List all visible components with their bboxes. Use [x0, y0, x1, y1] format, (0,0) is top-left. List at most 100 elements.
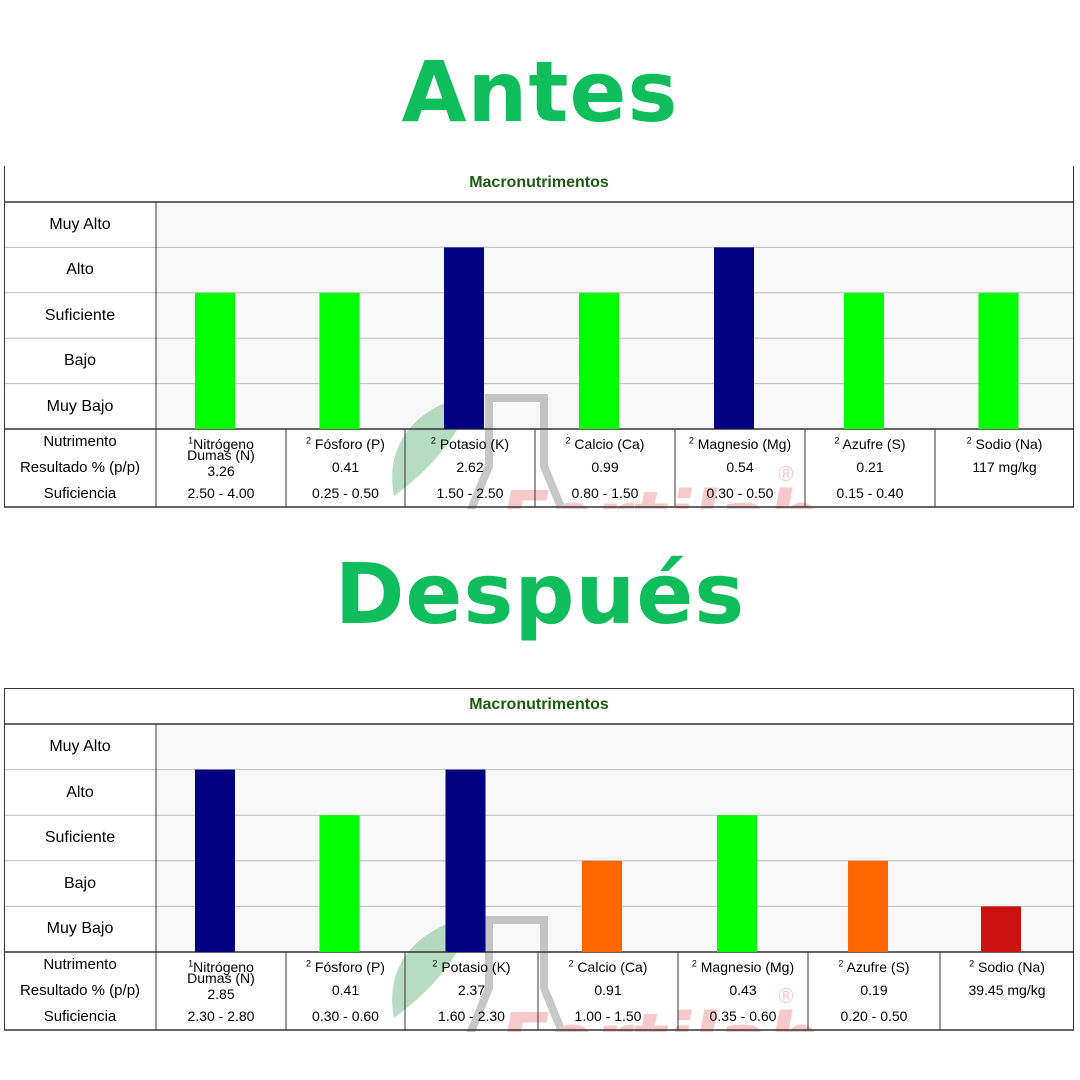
- nutrient-name-cell: 2 Fósforo (P): [286, 955, 405, 975]
- bar-6: [844, 292, 884, 429]
- sufficiency-range: 0.30 - 0.50: [706, 485, 774, 501]
- footnote-marker: 2: [568, 958, 574, 968]
- nutrient-name: Magnesio (Mg): [696, 958, 795, 975]
- result-value: 0.41: [331, 982, 360, 998]
- bar-4: [582, 860, 622, 952]
- bar-chart-antes: Fertilab®: [4, 166, 1074, 509]
- nutrient-name-cell: 1Nitrógeno: [156, 432, 286, 452]
- footnote-marker: 2: [969, 958, 975, 968]
- nutrient-name-cell: 1Nitrógeno: [156, 955, 286, 975]
- heading-antes: Antes: [401, 43, 679, 141]
- sufficiency-range: 1.60 - 2.30: [438, 1008, 505, 1024]
- result-value: 0.19: [860, 982, 888, 998]
- sufficiency-range: 2.30 - 2.80: [187, 1008, 255, 1024]
- footnote-marker: 2: [834, 435, 840, 445]
- bar-7: [978, 292, 1019, 429]
- bar-7: [981, 906, 1021, 952]
- nutrient-name: Azufre (S): [843, 958, 910, 975]
- registered-icon: ®: [776, 462, 796, 486]
- row-label-sufficiency: Suficiencia: [43, 1008, 117, 1025]
- bar-1: [195, 292, 235, 429]
- bar-3: [445, 769, 486, 952]
- sufficiency-range: 0.15 - 0.40: [836, 485, 904, 501]
- nutrient-name-cell: 2 Calcio (Ca): [538, 955, 678, 975]
- footnote-marker: 1: [188, 435, 194, 445]
- row-label-result: Resultado % (p/p): [19, 982, 141, 999]
- registered-icon: ®: [776, 984, 796, 1008]
- nutrient-name: Calcio (Ca): [570, 435, 645, 452]
- footnote-marker: 2: [306, 435, 312, 445]
- result-value: 0.91: [594, 982, 622, 998]
- flask-icon: [466, 916, 567, 1032]
- nutrient-name: Azufre (S): [839, 435, 906, 452]
- footnote-marker: 2: [838, 958, 844, 968]
- nutrient-name-line2: Dumas (N): [187, 447, 255, 463]
- result-value: 0.43: [729, 982, 757, 998]
- result-value: 0.99: [591, 459, 619, 475]
- result-value: 2.37: [457, 982, 486, 998]
- level-label: Alto: [66, 261, 94, 279]
- heading-despues: Después: [334, 545, 746, 643]
- nutrient-name-cell: 2 Azufre (S): [805, 432, 935, 452]
- macronutrients-panel-antes: Macronutrimentos Fertilab® Muy Alto Alto S…: [4, 166, 1074, 516]
- result-value: 0.21: [856, 459, 884, 475]
- row-label-nutrient: Nutrimento: [43, 433, 117, 450]
- result-value: 0.54: [726, 459, 754, 475]
- level-label: Muy Bajo: [46, 397, 114, 415]
- sufficiency-range: 0.30 - 0.60: [312, 1008, 379, 1024]
- watermark-text: Fertilab: [499, 998, 820, 1032]
- nutrient-name: Nitrógeno: [193, 435, 254, 452]
- result-value: 0.41: [331, 459, 360, 475]
- nutrient-name-cell: 2 Azufre (S): [808, 955, 940, 975]
- row-label-sufficiency: Suficiencia: [43, 485, 117, 502]
- result-value: 2.85: [207, 986, 235, 1002]
- panel-title: Macronutrimentos: [469, 174, 609, 191]
- footnote-marker: 2: [565, 435, 571, 445]
- nutrient-name: Calcio (Ca): [573, 958, 648, 975]
- sufficiency-range: 1.00 - 1.50: [574, 1008, 642, 1024]
- level-label: Suficiente: [44, 306, 116, 324]
- nutrient-name: Nitrógeno: [193, 958, 254, 975]
- level-label: Alto: [66, 783, 94, 801]
- bar-5: [717, 815, 757, 952]
- result-value: 39.45 mg/kg: [968, 982, 1046, 998]
- footnote-marker: 2: [966, 435, 972, 445]
- bar-1: [195, 769, 235, 952]
- bar-chart-despues: Fertilab®: [4, 688, 1074, 1032]
- level-label: Bajo: [63, 352, 97, 370]
- result-value: 117 mg/kg: [972, 459, 1037, 475]
- level-label: Muy Alto: [49, 216, 111, 233]
- nutrient-name-cell: 2 Fósforo (P): [286, 432, 405, 452]
- nutrient-name: Sodio (Na): [974, 958, 1045, 975]
- row-label-result: Resultado % (p/p): [19, 459, 141, 476]
- nutrient-name: Potasio (K): [435, 435, 510, 452]
- nutrient-name: Fósforo (P): [311, 958, 385, 975]
- bar-6: [848, 860, 888, 952]
- nutrient-name: Magnesio (Mg): [693, 435, 792, 452]
- sufficiency-range: 0.35 - 0.60: [709, 1008, 777, 1024]
- nutrient-name: Fósforo (P): [311, 435, 385, 452]
- bar-3: [444, 247, 484, 429]
- flask-icon: [466, 394, 567, 509]
- nutrient-name-cell: 2 Magnesio (Mg): [678, 955, 808, 975]
- nutrient-name: Sodio (Na): [971, 435, 1043, 452]
- bar-2: [319, 292, 360, 429]
- footnote-marker: 2: [688, 435, 694, 445]
- nutrient-name-cell: 2 Calcio (Ca): [535, 432, 675, 452]
- level-label: Suficiente: [44, 829, 116, 847]
- nutrient-name-cell: 2 Potasio (K): [405, 955, 538, 975]
- panel-title: Macronutrimentos: [469, 696, 609, 713]
- bar-4: [579, 292, 619, 429]
- sufficiency-range: 0.25 - 0.50: [312, 485, 379, 501]
- nutrient-name-line2: Dumas (N): [187, 970, 255, 986]
- nutrient-name-cell: 2 Potasio (K): [405, 432, 535, 452]
- sufficiency-range: 1.50 - 2.50: [436, 485, 504, 501]
- watermark-text: Fertilab: [499, 476, 820, 509]
- level-label: Muy Bajo: [46, 920, 114, 938]
- nutrient-name-cell: 2 Magnesio (Mg): [675, 432, 805, 452]
- bar-2: [319, 815, 360, 952]
- sufficiency-range: 0.20 - 0.50: [840, 1008, 908, 1024]
- footnote-marker: 2: [691, 958, 697, 968]
- macronutrients-panel-despues: Macronutrimentos Fertilab® Muy Alto Alto S…: [4, 688, 1074, 1034]
- bar-5: [714, 247, 754, 429]
